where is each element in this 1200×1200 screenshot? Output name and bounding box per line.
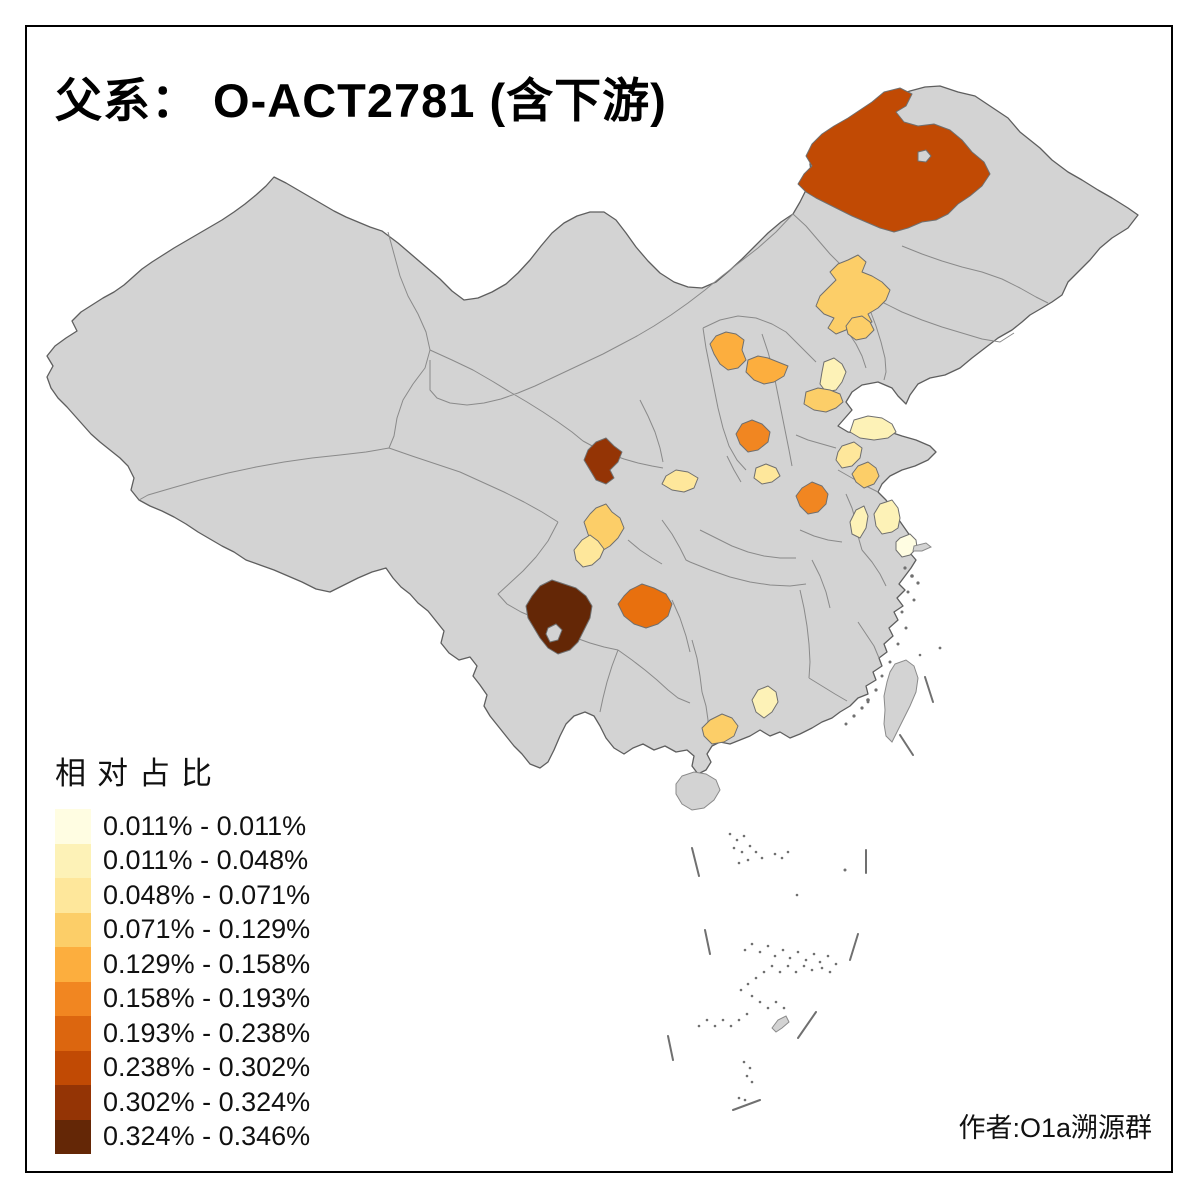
map-region [849,415,897,441]
legend-item: 0.302% - 0.324% [55,1085,310,1120]
map-region [873,499,901,535]
map-region [573,534,605,568]
legend-item: 0.324% - 0.346% [55,1119,311,1154]
legend-swatch [55,1050,91,1085]
legend-item-label: 0.011% - 0.011% [103,810,307,841]
map-region [845,315,875,341]
legend-item-label: 0.324% - 0.346% [103,1121,311,1152]
map-frame [25,25,1173,1173]
legend-item-label: 0.048% - 0.071% [103,879,311,910]
legend-item-label: 0.158% - 0.193% [103,983,311,1014]
legend-item-label: 0.193% - 0.238% [103,1017,311,1048]
map-region [795,481,829,515]
attribution-text: 作者:O1a溯源群 [958,1113,1152,1143]
map-region-enclave [545,623,563,643]
legend-swatch [55,1016,91,1051]
map-region [849,505,869,539]
mainland-outline [46,85,1139,775]
map-region [895,533,918,558]
map-region [815,254,891,335]
legend-item-label: 0.129% - 0.158% [103,948,311,979]
colored-regions [525,87,991,745]
legend-swatch [55,843,91,878]
legend-item: 0.011% - 0.048% [55,843,310,878]
legend-item: 0.011% - 0.011% [55,809,310,844]
legend-swatch [55,1085,91,1120]
legend-swatch [55,912,91,947]
map-region [745,355,789,385]
map-region [701,713,739,745]
islands [675,542,932,1033]
taiwan-island [883,659,919,743]
map-region [617,583,673,629]
legend-swatch [55,947,91,982]
map-region [819,357,847,393]
province-boundaries [138,213,1049,735]
legend: 相对占比 0.011% - 0.011% 0.011% - 0.048% 0.0… [55,748,310,1154]
map-region [709,331,747,371]
map-region-enclave [917,149,932,163]
legend-swatch [55,1119,91,1154]
sea-dash-lines [667,676,934,1111]
legend-item: 0.238% - 0.302% [55,1050,311,1085]
south-sea-island [771,1015,790,1033]
south-sea-specks [697,832,847,1102]
legend-item: 0.129% - 0.158% [55,947,310,982]
map-region [751,685,779,719]
map-region [803,387,844,413]
legend-item-label: 0.011% - 0.048% [103,845,309,876]
hainan-island [675,771,721,811]
map-region [735,419,771,453]
map-region [753,463,781,485]
legend-item-label: 0.071% - 0.129% [103,914,311,945]
legend-item: 0.071% - 0.129% [55,912,311,947]
legend-item-label: 0.302% - 0.324% [103,1086,311,1117]
legend-swatch [55,981,91,1016]
legend-swatch [55,809,91,844]
legend-item: 0.158% - 0.193% [55,981,311,1016]
chongming-island [912,542,932,552]
legend-item-label: 0.238% - 0.302% [103,1052,311,1083]
map-title: 父系： O-ACT2781 (含下游) [55,74,667,127]
coastal-specks [844,566,942,726]
legend-item: 0.193% - 0.238% [55,1016,310,1051]
map-region [835,441,863,469]
legend-title: 相对占比 [55,756,223,791]
legend-swatch [55,878,91,913]
map-region [525,579,593,655]
legend-item: 0.048% - 0.071% [55,878,310,913]
map-region [851,461,880,489]
map-region [583,437,623,485]
map-region [797,87,991,233]
map-region [661,469,699,493]
